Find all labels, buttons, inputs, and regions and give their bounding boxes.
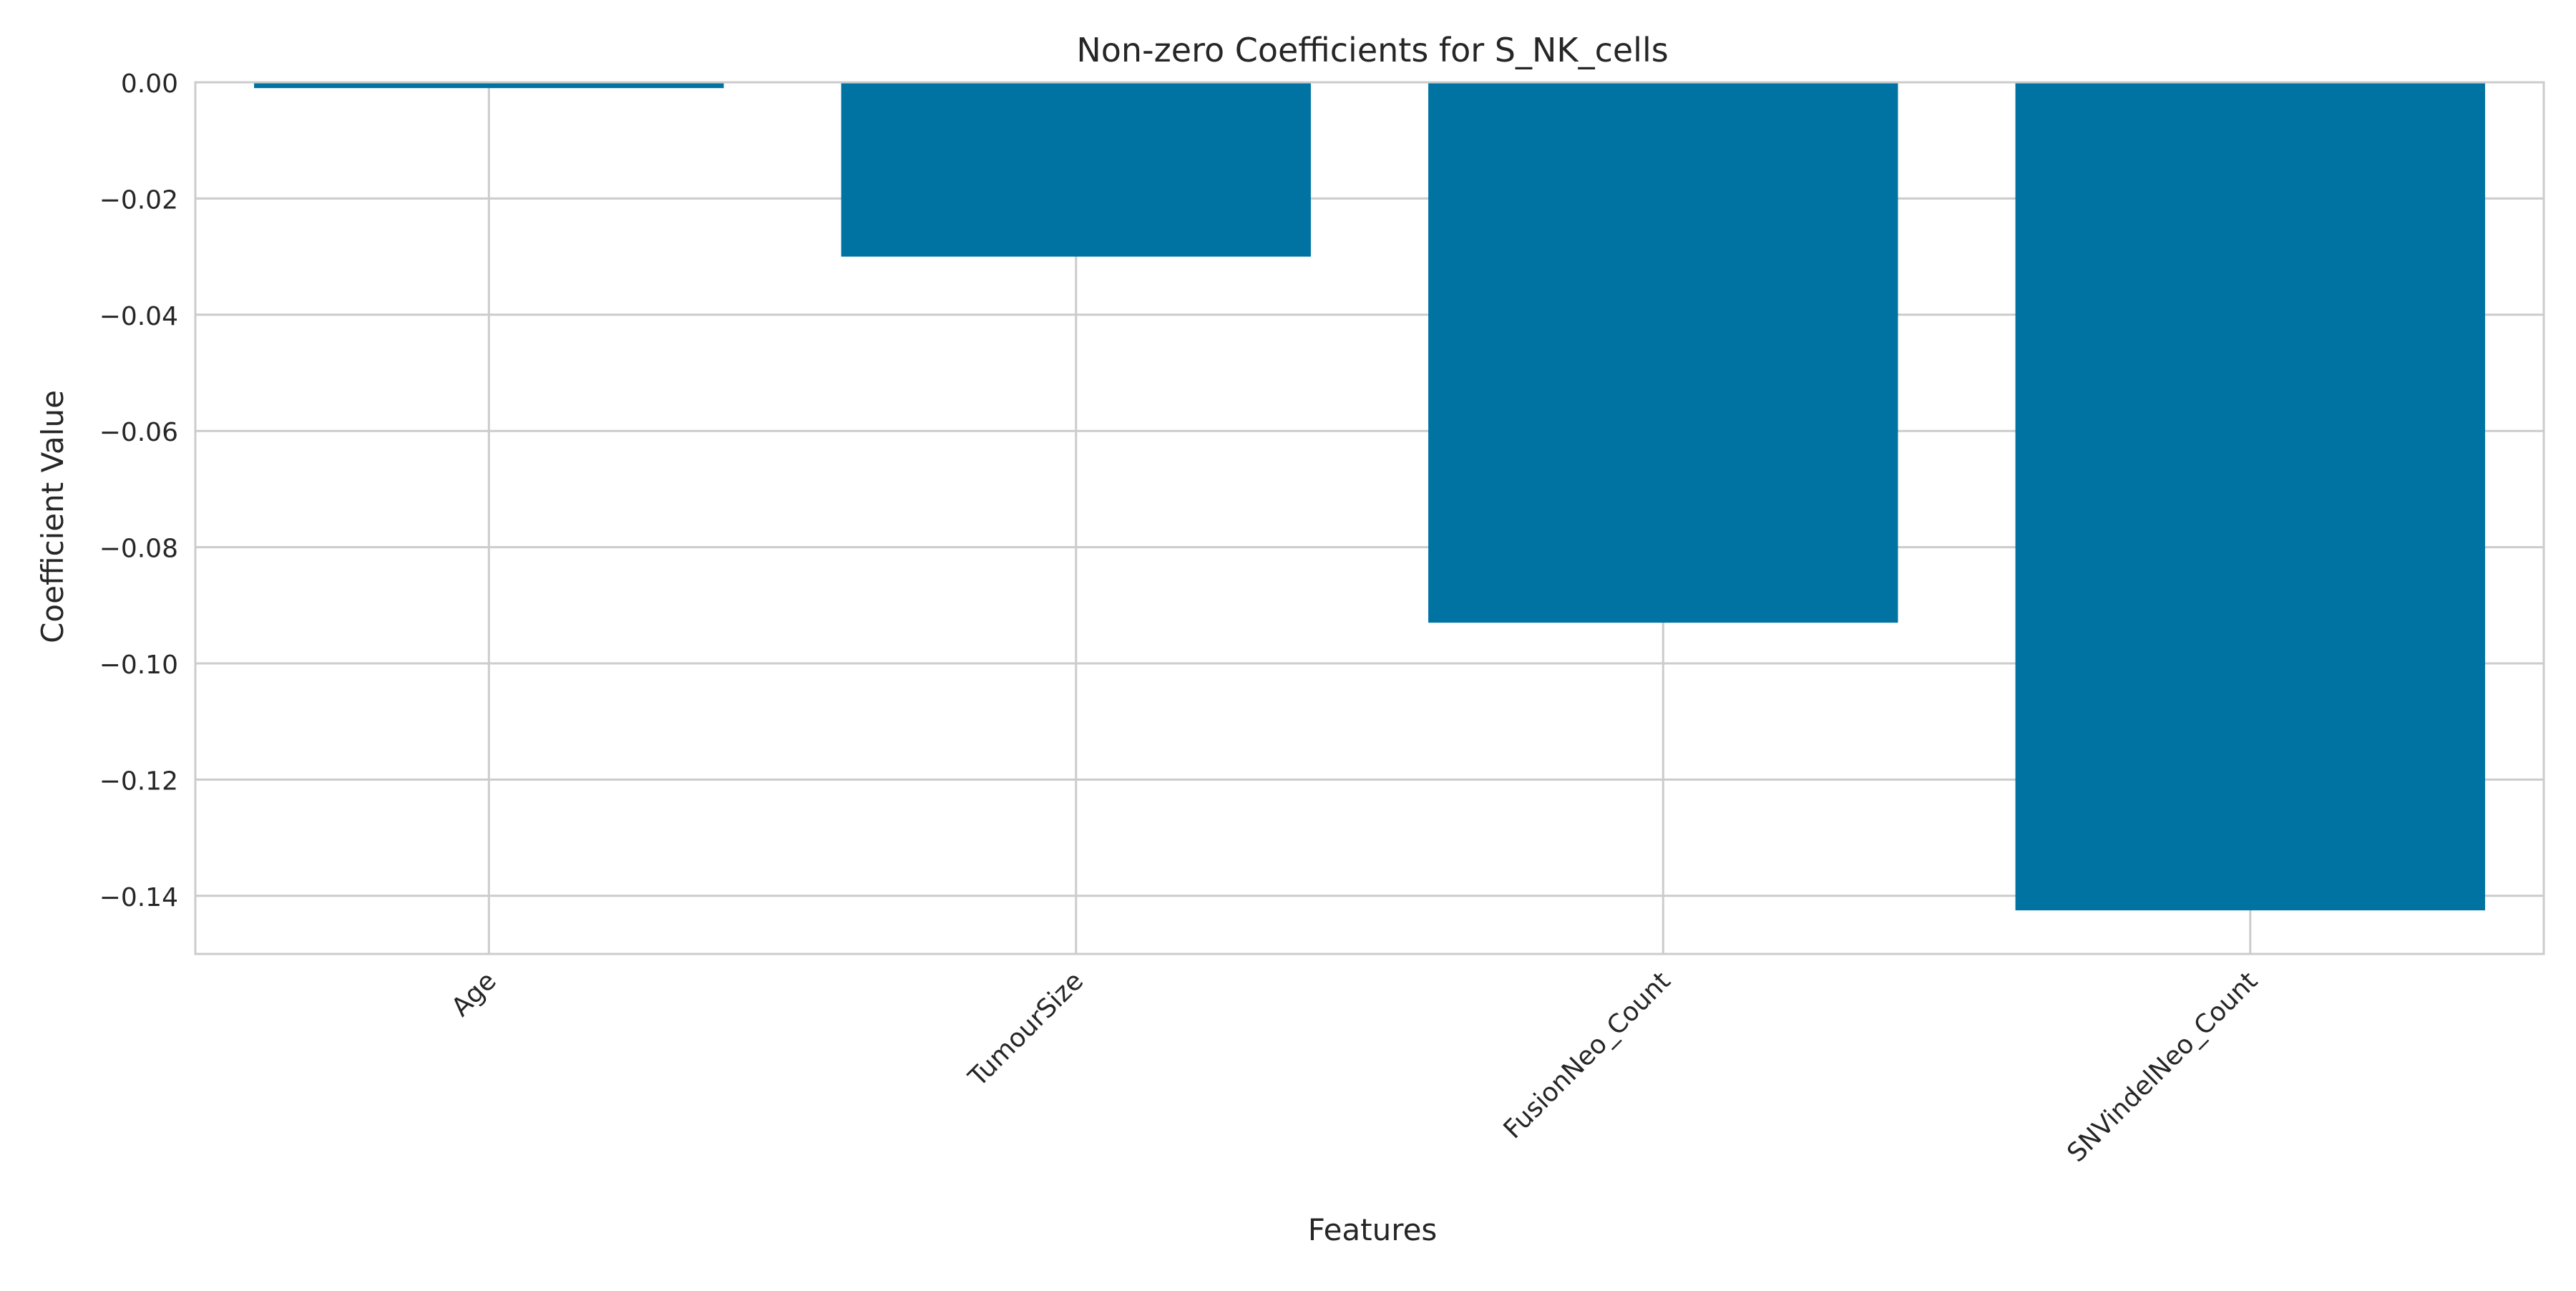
x-tick-labels: Age TumourSize FusionNeo_Count SNVindelNeo_… [446,966,2263,1168]
y-tick-label: −0.14 [99,883,178,912]
bar [254,82,724,89]
bar [2015,82,2485,911]
y-tick-label: −0.06 [99,418,178,447]
y-axis-label: Coefficient Value [35,390,70,643]
y-tick-labels: 0.00 −0.02 −0.04 −0.06 −0.08 −0.10 −0.12 −0.14 [99,69,178,912]
y-tick-label: −0.02 [99,185,178,215]
y-tick-label: −0.10 [99,651,178,680]
chart-title: Non-zero Coefficients for S_NK_cells [1076,31,1668,69]
y-tick-label: −0.04 [99,302,178,331]
x-tick-label: FusionNeo_Count [1498,966,1677,1144]
bar [841,82,1311,257]
y-tick-label: −0.08 [99,535,178,564]
x-tick-label: TumourSize [962,966,1089,1093]
y-tick-label: −0.12 [99,766,178,796]
x-axis-label: Features [1308,1212,1438,1247]
bars-layer [254,82,2485,911]
x-tick-label: SNVindelNeo_Count [2062,966,2263,1168]
x-tick-label: Age [446,966,502,1022]
bar [1428,82,1898,623]
y-tick-label: 0.00 [121,69,178,99]
axes-frame [194,81,2545,955]
